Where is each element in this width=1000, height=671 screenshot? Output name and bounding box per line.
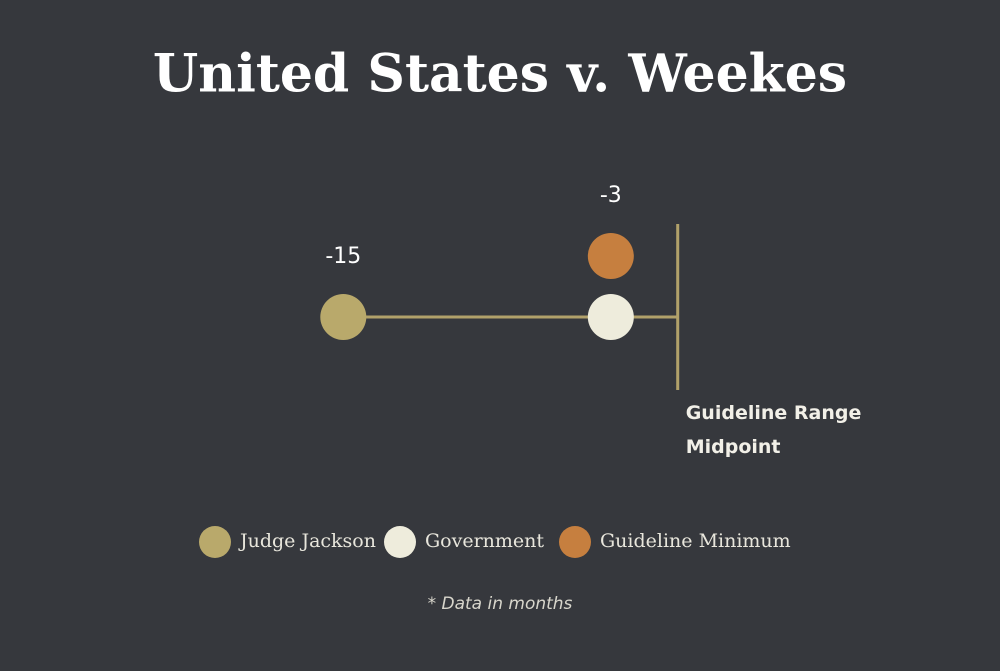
reference-label: Guideline Range Midpoint [685, 402, 862, 458]
reference-label-box: Guideline Range Midpoint [685, 402, 862, 458]
footnote: * Data in months [428, 594, 573, 614]
dot [587, 294, 634, 340]
chart-title: United States v. Weekes [153, 44, 847, 105]
dot [320, 294, 367, 340]
dot [587, 233, 634, 279]
legend-swatch [384, 526, 416, 558]
legend-label: Judge Jackson [238, 530, 376, 552]
value-label: -15 [325, 244, 361, 269]
legend-label: Guideline Minimum [600, 530, 791, 552]
legend-swatch [559, 526, 591, 558]
legend-label: Government [425, 530, 544, 552]
legend-swatch [199, 526, 231, 558]
value-label: -3 [600, 183, 622, 208]
